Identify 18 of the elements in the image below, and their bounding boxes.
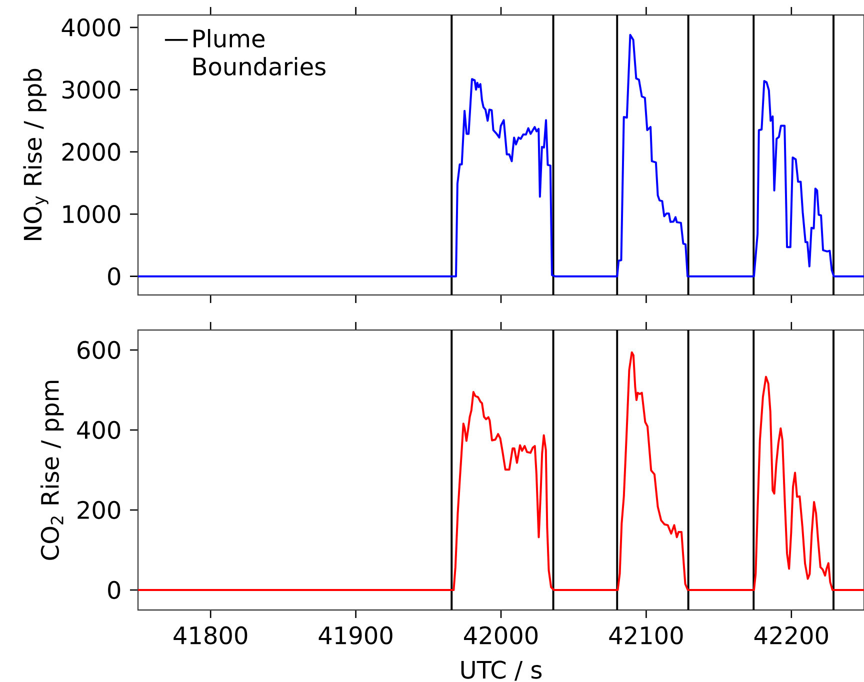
- ref-line-label: Plume Boundaries: [194, 29, 326, 76]
- y-tick-label: 2000: [62, 142, 120, 161]
- x-tick-label: 41900: [318, 626, 392, 644]
- x-tick-label: 42200: [754, 626, 828, 644]
- y-tick-label: 200: [78, 500, 120, 520]
- y-axis-title: CO$_{2}$ Rise / ppm: [40, 380, 64, 560]
- y-tick-label: 0: [108, 267, 120, 286]
- y-axis-title: NO$_{y}$ Rise / ppb: [23, 68, 48, 240]
- y-tick-label: 0: [108, 580, 120, 600]
- y-tick-label: 600: [78, 340, 120, 360]
- y-tick-label: 3000: [62, 80, 120, 99]
- x-axis-title: UTC / s: [461, 660, 542, 681]
- y-tick-label: 4000: [62, 18, 120, 37]
- x-tick-label: 41800: [174, 626, 248, 644]
- x-tick-label: 42100: [609, 626, 683, 644]
- x-tick-label: 42000: [464, 626, 538, 644]
- y-tick-label: 1000: [63, 205, 120, 224]
- y-tick-label: 400: [77, 420, 120, 440]
